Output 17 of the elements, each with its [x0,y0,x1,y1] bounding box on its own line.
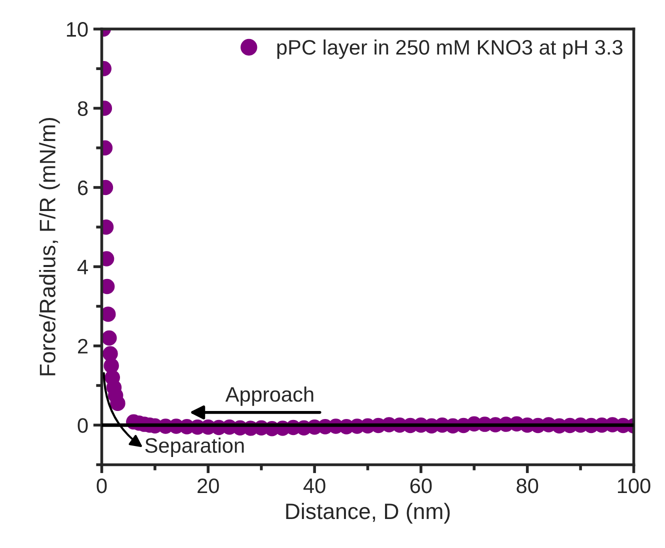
y-tick-label: 0 [78,418,88,433]
x-tick-label: 60 [410,478,432,494]
x-tick-label: 20 [198,478,219,494]
y-tick-label: 6 [78,180,88,196]
annotation: Approach [225,386,314,406]
annotation: Separation [145,438,244,457]
x-tick-label: 80 [516,478,538,494]
x-tick-label: 0 [96,478,107,494]
x-tick-label: 100 [618,478,650,494]
x-axis-title: Distance, D (nm) [286,502,450,524]
y-tick-label: 8 [78,101,88,116]
y-tick-label: 2 [78,338,88,354]
x-tick-label: 40 [303,478,326,494]
y-axis-title: Force/Radius, F/R (mN/m) [39,118,60,376]
y-tick-label: 10 [66,22,88,37]
y-tick-label: 4 [77,260,88,274]
legend-label: pPC layer in 250 mM KNO3 at pH 3.3 [277,39,622,59]
